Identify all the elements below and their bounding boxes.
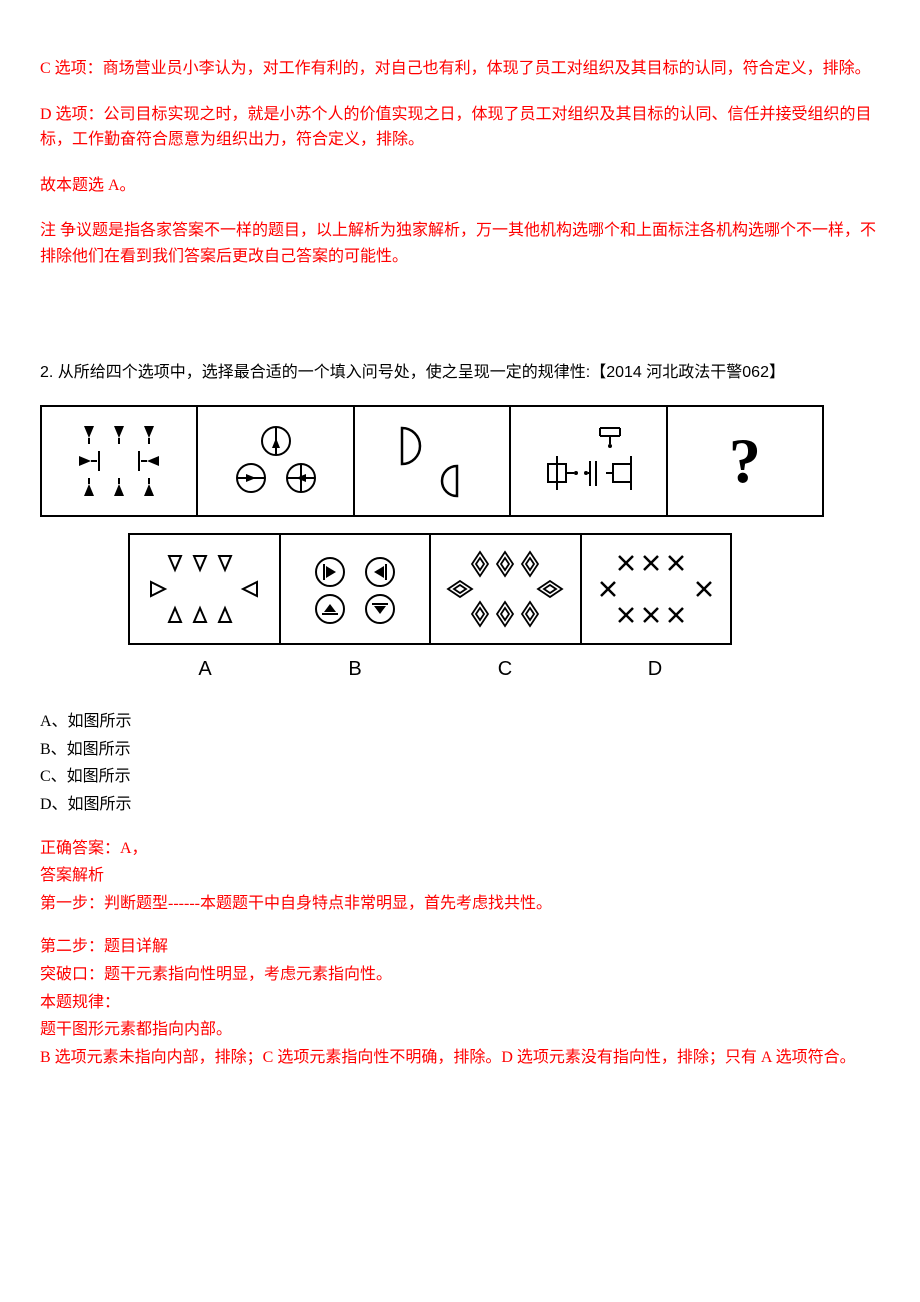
answer-rule-heading: 本题规律：	[40, 990, 880, 1016]
figure-cell-2	[198, 407, 354, 515]
option-c-text: C、如图所示	[40, 764, 880, 790]
analysis-option-d: D 选项：公司目标实现之时，就是小苏个人的价值实现之日，体现了员工对组织及其目标…	[40, 102, 880, 153]
figure-cell-3	[355, 407, 511, 515]
label-b: B	[280, 653, 430, 685]
option-figure-b	[281, 535, 432, 643]
label-c: C	[430, 653, 580, 685]
question-mark: ?	[729, 410, 761, 512]
correct-answer: 正确答案：A，	[40, 836, 880, 862]
question-text: 2. 从所给四个选项中，选择最合适的一个填入问号处，使之呈现一定的规律性:【20…	[40, 360, 880, 386]
conclusion: 故本题选 A。	[40, 173, 880, 199]
figure-cell-1	[42, 407, 198, 515]
answer-elimination: B 选项元素未指向内部，排除；C 选项元素指向性不明确，排除。D 选项元素没有指…	[40, 1045, 880, 1071]
figure-cell-question: ?	[668, 407, 822, 515]
label-a: A	[130, 653, 280, 685]
options-figure-row	[128, 533, 732, 645]
note: 注 争议题是指各家答案不一样的题目，以上解析为独家解析，万一其他机构选哪个和上面…	[40, 218, 880, 269]
option-figure-d	[582, 535, 731, 643]
option-figure-c	[431, 535, 582, 643]
option-labels: A B C D	[130, 653, 730, 685]
answer-rule: 题干图形元素都指向内部。	[40, 1017, 880, 1043]
answer-block: 正确答案：A， 答案解析 第一步：判断题型------本题题干中自身特点非常明显…	[40, 836, 880, 1071]
answer-heading: 答案解析	[40, 863, 880, 889]
answer-step2-heading: 第二步：题目详解	[40, 934, 880, 960]
label-d: D	[580, 653, 730, 685]
figure-cell-4	[511, 407, 667, 515]
analysis-option-c: C 选项：商场营业员小李认为，对工作有利的，对自己也有利，体现了员工对组织及其目…	[40, 56, 880, 82]
option-b-text: B、如图所示	[40, 737, 880, 763]
answer-step1: 第一步：判断题型------本题题干中自身特点非常明显，首先考虑找共性。	[40, 891, 880, 917]
option-d-text: D、如图所示	[40, 792, 880, 818]
figure-sequence: ?	[40, 405, 824, 517]
answer-breakpoint: 突破口：题干元素指向性明显，考虑元素指向性。	[40, 962, 880, 988]
option-figure-a	[130, 535, 281, 643]
options-figure-wrap: A B C D	[40, 533, 820, 685]
option-a-text: A、如图所示	[40, 709, 880, 735]
